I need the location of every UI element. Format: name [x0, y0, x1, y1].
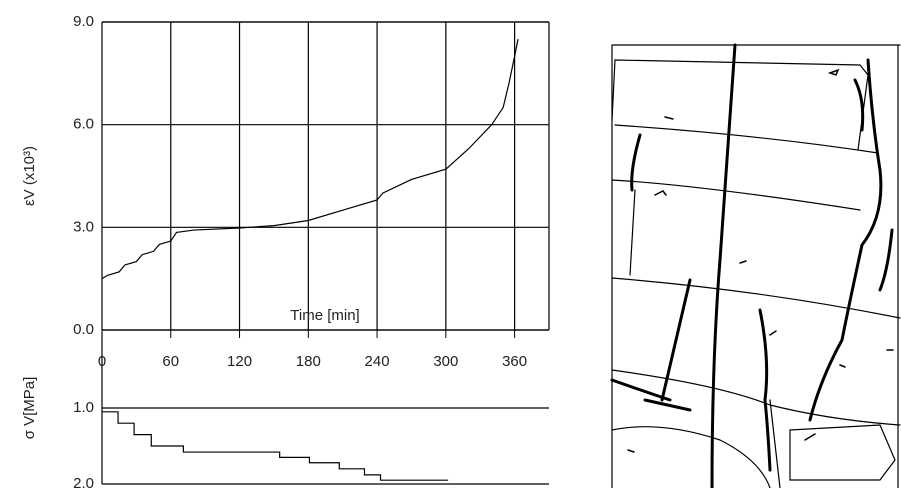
step-line: [102, 412, 448, 480]
x-tick-label: 360: [502, 353, 527, 370]
figure: 0.03.06.09.0060120180240300360Time [min]…: [0, 0, 901, 488]
y-axis-label: σ V[MPa]: [21, 377, 38, 440]
x-tick-label: 240: [365, 353, 390, 370]
x-tick-label: 300: [433, 353, 458, 370]
x-tick-label: 60: [162, 353, 179, 370]
x-tick-label: 180: [296, 353, 321, 370]
x-tick-label: 120: [227, 353, 252, 370]
y-tick-label: 3.0: [73, 218, 94, 235]
y-tick-label: 1.0: [73, 399, 94, 416]
data-line: [102, 39, 518, 279]
y-tick-label: 2.0: [73, 475, 94, 488]
y-tick-label: 9.0: [73, 13, 94, 30]
x-axis-label: Time [min]: [290, 307, 359, 324]
y-tick-label: 6.0: [73, 116, 94, 133]
crack-sketch: [612, 45, 900, 488]
y-tick-label: 0.0: [73, 321, 94, 338]
y-axis-label: εV (x10³): [21, 146, 38, 206]
